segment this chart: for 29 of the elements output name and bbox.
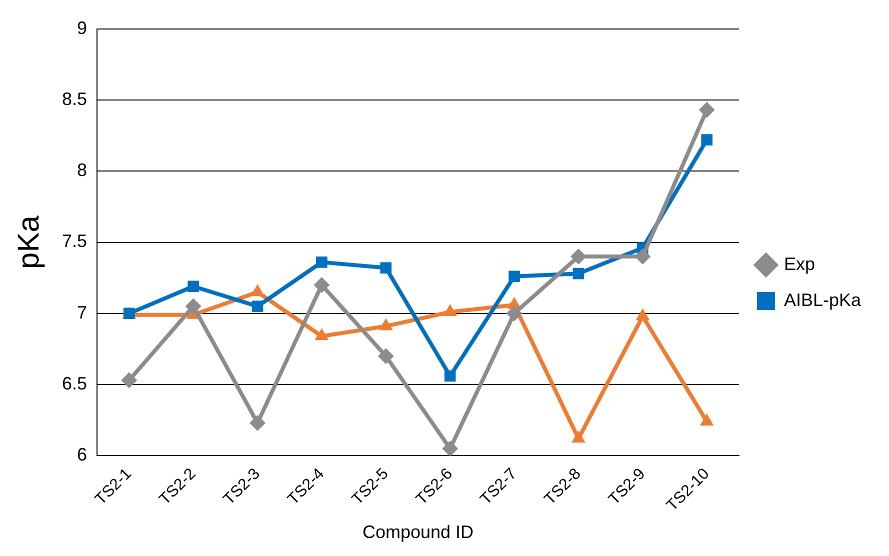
point <box>444 370 456 382</box>
y-tick-label: 7 <box>77 302 88 322</box>
point <box>508 270 520 282</box>
point <box>701 134 713 146</box>
y-tick-label: 8 <box>77 160 88 180</box>
point <box>316 256 328 268</box>
y-axis-title: pKa <box>12 215 46 269</box>
point <box>378 348 394 364</box>
point <box>698 102 715 118</box>
point <box>188 280 199 292</box>
point <box>442 440 458 456</box>
x-axis-title: Compound ID <box>362 522 474 542</box>
legend-label: Exp <box>784 254 815 274</box>
y-tick-label: 6 <box>77 444 88 465</box>
point <box>380 262 392 274</box>
point <box>252 300 264 312</box>
point <box>572 268 584 280</box>
point <box>634 248 651 264</box>
point <box>121 372 138 388</box>
point <box>185 298 202 314</box>
point <box>570 248 586 264</box>
point <box>250 414 266 431</box>
y-tick-label: 8.5 <box>62 88 88 109</box>
point <box>506 305 522 322</box>
y-tick-label: 6.5 <box>62 374 88 394</box>
y-tick-label: 7.5 <box>62 231 88 252</box>
legend-label: AIBL-pKa <box>784 290 862 310</box>
point <box>314 276 330 293</box>
y-tick-label: 9 <box>77 18 88 38</box>
